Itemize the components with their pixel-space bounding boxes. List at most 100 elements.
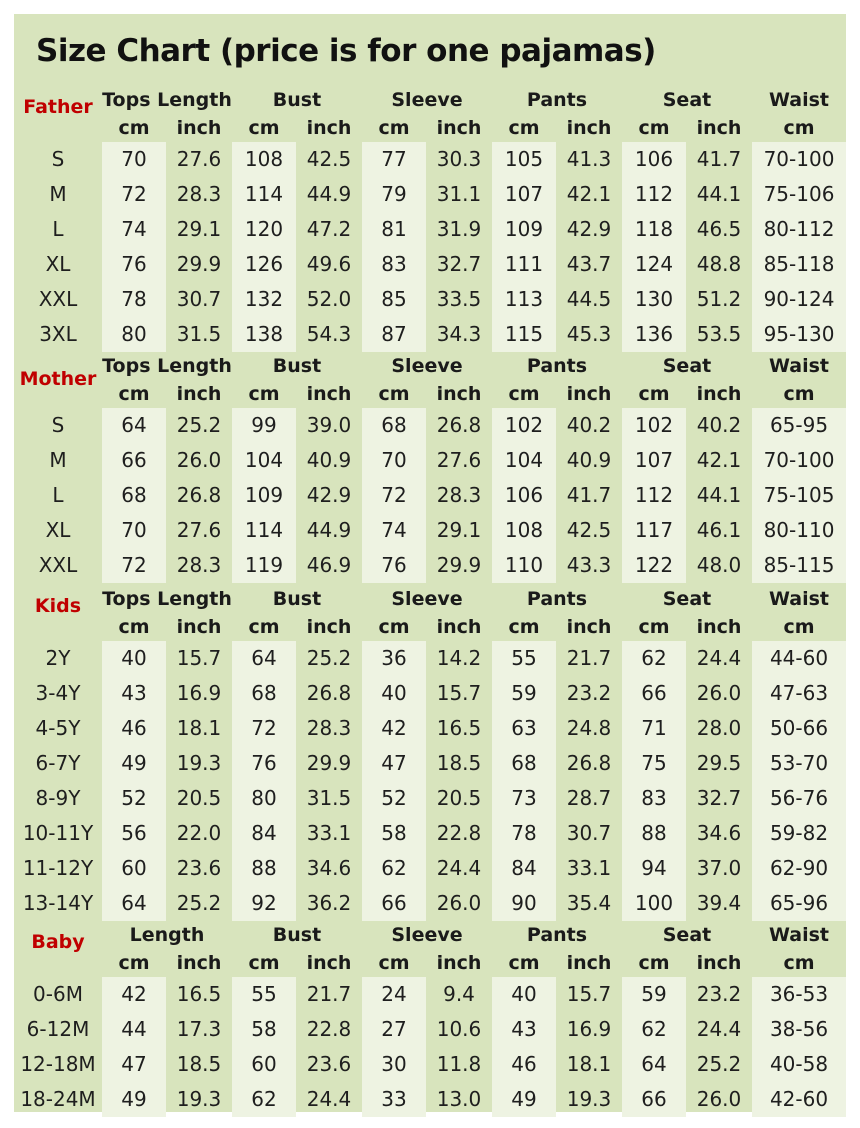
table-row: 13-14Y 64 25.2 92 36.2 66 26.0 90 35.4 100 39.4 65-… — [14, 886, 846, 921]
measurement-cell: 46.9 — [306, 553, 352, 577]
measurement-cell: 27.6 — [176, 518, 222, 542]
measurement-cell: 66 — [641, 681, 667, 705]
measurement-cell: 46.1 — [696, 518, 742, 542]
unit-header: cm — [248, 616, 280, 638]
measurement-cell: 47-63 — [769, 681, 829, 705]
measurement-cell: 24 — [381, 982, 407, 1006]
measurement-cell: 34.6 — [306, 856, 352, 880]
size-label: XXL — [38, 553, 78, 577]
table-row: 4-5Y 46 18.1 72 28.3 42 16.5 63 24.8 71 28.0 50-66 — [14, 711, 846, 746]
measurement-cell: 25.2 — [306, 646, 352, 670]
unit-header: cm — [248, 952, 280, 974]
measurement-cell: 14.2 — [436, 646, 482, 670]
measurement-cell: 64 — [121, 891, 147, 915]
measurement-cell: 24.4 — [306, 1087, 352, 1111]
size-label: XXL — [38, 287, 78, 311]
measurement-cell: 20.5 — [176, 786, 222, 810]
measurement-cell: 87 — [381, 322, 407, 346]
measurement-cell: 75 — [641, 751, 667, 775]
size-label: 12-18M — [20, 1052, 96, 1076]
size-section-mother: Mother Tops Length Bust Sleeve Pants Seat Wais… — [14, 352, 846, 583]
measurement-cell: 112 — [634, 483, 674, 507]
measurement-cell: 105 — [504, 147, 544, 171]
unit-header: inch — [696, 616, 742, 638]
measurement-cell: 16.9 — [566, 1017, 612, 1041]
measurement-cell: 33 — [381, 1087, 407, 1111]
column-group-header: Seat — [662, 588, 712, 610]
table-row: M 72 28.3 114 44.9 79 31.1 107 42.1 112 44.1 75-106 — [14, 177, 846, 212]
unit-header: inch — [176, 952, 222, 974]
column-stripe — [102, 408, 166, 583]
size-label: 0-6M — [33, 982, 83, 1006]
measurement-cell: 62 — [381, 856, 407, 880]
measurement-cell: 83 — [381, 252, 407, 276]
table-row: 11-12Y 60 23.6 88 34.6 62 24.4 84 33.1 94 37.0 62-9… — [14, 851, 846, 886]
unit-header: cm — [248, 383, 280, 405]
measurement-cell: 92 — [251, 891, 277, 915]
column-stripe — [362, 408, 426, 583]
measurement-cell: 49 — [121, 1087, 147, 1111]
unit-header: inch — [436, 616, 482, 638]
measurement-cell: 88 — [251, 856, 277, 880]
measurement-cell: 94 — [641, 856, 667, 880]
measurement-cell: 76 — [121, 252, 147, 276]
measurement-cell: 23.2 — [696, 982, 742, 1006]
measurement-cell: 51.2 — [696, 287, 742, 311]
unit-header: inch — [566, 117, 612, 139]
unit-header: inch — [176, 117, 222, 139]
measurement-cell: 28.3 — [306, 716, 352, 740]
measurement-cell: 109 — [244, 483, 284, 507]
measurement-cell: 21.7 — [306, 982, 352, 1006]
measurement-cell: 29.9 — [306, 751, 352, 775]
measurement-cell: 28.3 — [436, 483, 482, 507]
measurement-cell: 70-100 — [763, 448, 835, 472]
measurement-cell: 44.5 — [566, 287, 612, 311]
size-section-kids: Kids Tops Length Bust Sleeve Pants Seat Waist c… — [14, 585, 846, 921]
table-row: XXL 78 30.7 132 52.0 85 33.5 113 44.5 130 51.2 90-1… — [14, 282, 846, 317]
measurement-cell: 42 — [121, 982, 147, 1006]
table-row: 3XL 80 31.5 138 54.3 87 34.3 115 45.3 136 53.5 95-1… — [14, 317, 846, 352]
column-group-header: Length — [129, 924, 205, 946]
measurement-cell: 71 — [641, 716, 667, 740]
unit-header: inch — [696, 117, 742, 139]
measurement-cell: 81 — [381, 217, 407, 241]
measurement-cell: 29.1 — [436, 518, 482, 542]
measurement-cell: 11.8 — [436, 1052, 482, 1076]
measurement-cell: 31.5 — [176, 322, 222, 346]
measurement-cell: 74 — [121, 217, 147, 241]
measurement-cell: 48.8 — [696, 252, 742, 276]
measurement-cell: 40.2 — [566, 413, 612, 437]
measurement-cell: 26.0 — [696, 681, 742, 705]
measurement-cell: 107 — [634, 448, 674, 472]
column-group-header: Tops Length — [102, 89, 232, 111]
unit-header: cm — [638, 952, 670, 974]
measurement-cell: 120 — [244, 217, 284, 241]
measurement-cell: 27 — [381, 1017, 407, 1041]
measurement-cell: 70-100 — [763, 147, 835, 171]
size-section-father: Father Tops Length Bust Sleeve Pants Seat Wais… — [14, 86, 846, 352]
unit-header: cm — [638, 616, 670, 638]
measurement-cell: 46 — [121, 716, 147, 740]
measurement-cell: 40.9 — [566, 448, 612, 472]
measurement-cell: 53.5 — [696, 322, 742, 346]
measurement-cell: 70 — [381, 448, 407, 472]
column-stripe — [622, 641, 686, 921]
measurement-cell: 117 — [634, 518, 674, 542]
measurement-cell: 52.0 — [306, 287, 352, 311]
measurement-cell: 22.8 — [306, 1017, 352, 1041]
column-stripe — [752, 408, 846, 583]
column-stripe — [752, 142, 846, 352]
measurement-cell: 108 — [504, 518, 544, 542]
measurement-cell: 108 — [244, 147, 284, 171]
measurement-cell: 111 — [504, 252, 544, 276]
measurement-cell: 42.1 — [566, 182, 612, 206]
table-row: 10-11Y 56 22.0 84 33.1 58 22.8 78 30.7 88 34.6 59-8… — [14, 816, 846, 851]
measurement-cell: 104 — [244, 448, 284, 472]
measurement-cell: 16.5 — [176, 982, 222, 1006]
column-stripe — [232, 408, 296, 583]
measurement-cell: 49 — [121, 751, 147, 775]
table-row: 12-18M 47 18.5 60 23.6 30 11.8 46 18.1 64 25.2 40-5… — [14, 1047, 846, 1082]
measurement-cell: 40 — [511, 982, 537, 1006]
measurement-cell: 42-60 — [769, 1087, 829, 1111]
measurement-cell: 25.2 — [176, 891, 222, 915]
